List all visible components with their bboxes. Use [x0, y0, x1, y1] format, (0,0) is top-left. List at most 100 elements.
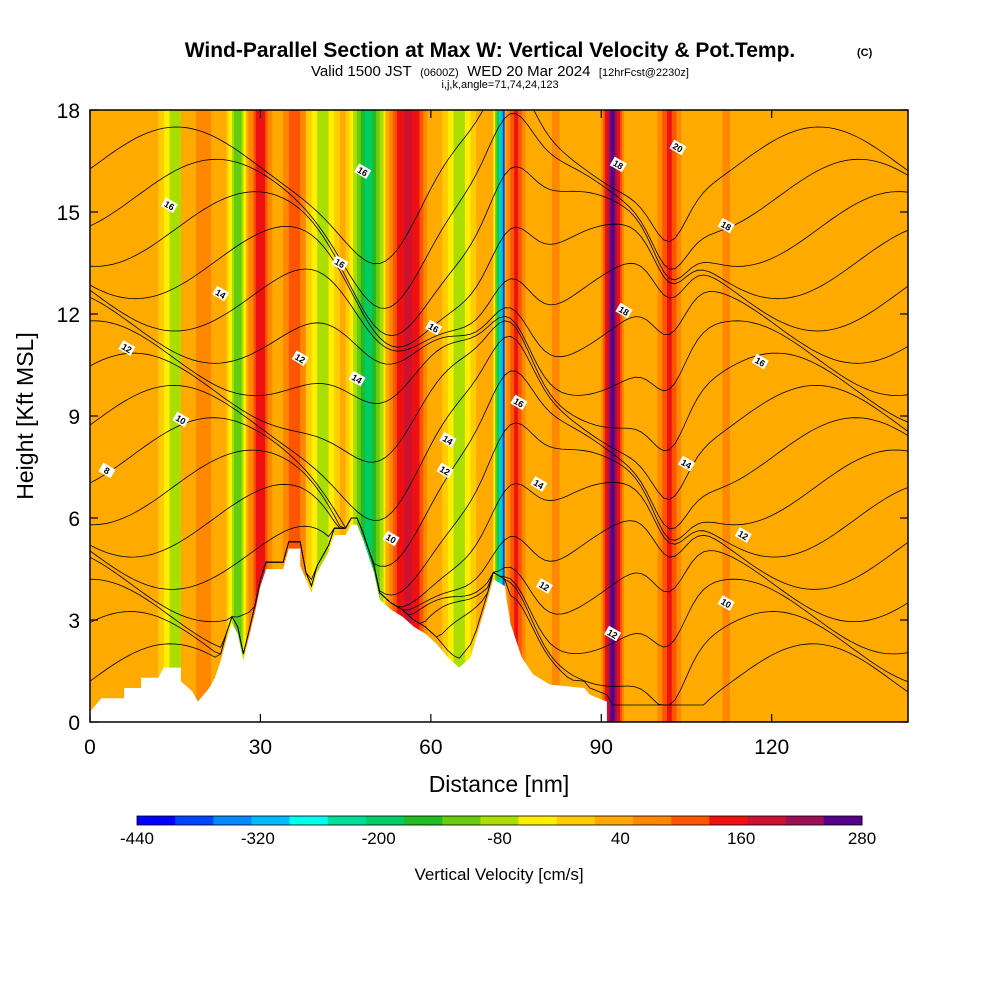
colorbar-swatch — [404, 816, 443, 825]
contour-label: 16 — [331, 255, 349, 271]
contour-label-bg — [425, 319, 443, 336]
colorbar-tick-label: -80 — [487, 829, 512, 848]
x-tick-label: 120 — [754, 736, 789, 759]
theta-contour — [90, 517, 908, 611]
contour-label-bg — [530, 476, 548, 492]
contour-label-bg — [291, 350, 309, 367]
contour-label: 16 — [510, 394, 528, 411]
colorbar-swatch — [327, 816, 367, 825]
w-band — [610, 110, 615, 722]
contour-label-text: 16 — [162, 199, 176, 213]
theta-contour — [90, 262, 908, 352]
w-band — [667, 110, 672, 722]
contour-label: 10 — [382, 530, 400, 547]
contour-label: 12 — [118, 340, 136, 356]
y-tick-label: 3 — [68, 610, 80, 633]
x-axis-label: Distance [nm] — [429, 771, 570, 797]
contour-labels: 8 10 12 14 16 12 14 16 16 16 10 14 12 16 14 12 12 18 18 20 1… — [98, 139, 769, 642]
contour-label: 18 — [717, 217, 735, 234]
w-band — [364, 110, 373, 722]
contour-label: 12 — [291, 350, 309, 367]
chart-title: Wind-Parallel Section at Max W: Vertical… — [185, 39, 796, 62]
contour-label-text: 20 — [671, 141, 685, 155]
theta-contour — [90, 335, 908, 521]
contour-label: 16 — [354, 163, 372, 180]
contour-label-bg — [348, 370, 366, 387]
y-tick-label: 18 — [57, 100, 80, 123]
contour-label-text: 10 — [719, 597, 733, 611]
colorbar-swatch — [518, 816, 558, 825]
contour-label-text: 14 — [350, 372, 364, 386]
theta-contour — [90, 481, 908, 608]
colorbar-swatch — [251, 816, 291, 825]
contour-label-bg — [439, 431, 457, 448]
subtitle-date: WED 20 Mar 2024 — [467, 63, 590, 80]
theta-contour — [90, 422, 908, 596]
contour-label: 18 — [615, 302, 633, 319]
contour-label-text: 8 — [102, 465, 111, 476]
colorbar-swatch — [633, 816, 672, 825]
colorbar-ticks: -440 -320 -200 -80 40 160 280 — [120, 829, 876, 848]
contour-label: 16 — [425, 319, 443, 336]
w-band — [552, 110, 560, 722]
contour-label-bg — [717, 217, 735, 234]
colorbar-tick-label: -320 — [241, 829, 275, 848]
contour-label-bg — [172, 411, 190, 428]
contour-label: 16 — [160, 197, 179, 214]
y-tick-label: 15 — [57, 202, 80, 225]
theta-contour — [90, 166, 908, 337]
contour-label-text: 12 — [120, 342, 134, 356]
theta-contour — [90, 517, 908, 655]
contour-label-bg — [751, 353, 769, 370]
w-band — [514, 110, 518, 722]
contour-label-bg — [118, 340, 136, 356]
colorbar-tick-label: 40 — [611, 829, 630, 848]
contour-label-text: 18 — [617, 304, 631, 318]
contour-label-text: 10 — [384, 532, 398, 546]
y-axis-label: Height [Kft MSL] — [12, 332, 38, 499]
contour-label-bg — [354, 163, 372, 180]
contour-label: 14 — [348, 370, 366, 387]
colorbar-swatch — [442, 816, 481, 825]
y-tick-label: 0 — [68, 712, 80, 735]
theta-contour — [90, 517, 908, 623]
contour-label-text: 12 — [293, 352, 307, 366]
contour-label: 14 — [439, 431, 457, 448]
contour-label: 10 — [717, 595, 735, 611]
theta-contour — [90, 320, 908, 463]
subtitle-forecast: [12hrFcst@2230z] — [599, 67, 689, 79]
contour-label-text: 14 — [214, 287, 228, 301]
w-band — [235, 110, 240, 722]
contour-label-bg — [212, 285, 230, 302]
colorbar-frame — [136, 815, 863, 826]
contour-label-text: 18 — [611, 158, 625, 172]
theta-contour — [90, 110, 908, 265]
contour-label-bg — [734, 527, 752, 543]
contour-label-bg — [669, 139, 687, 156]
contour-label-bg — [717, 595, 735, 611]
contour-label: 12 — [734, 527, 752, 543]
terrain — [90, 524, 607, 722]
colorbar-swatch — [556, 816, 596, 825]
contour-label-text: 14 — [679, 457, 693, 471]
contour-label-text: 12 — [736, 529, 750, 543]
colorbar-swatch — [747, 816, 787, 825]
contour-label-bg — [436, 462, 454, 479]
colorbar-tick-label: 280 — [848, 829, 876, 848]
contour-label-bg — [160, 197, 179, 214]
theta-contour — [90, 291, 908, 365]
w-band — [258, 110, 263, 722]
w-band — [320, 110, 326, 722]
plot-area — [90, 110, 908, 722]
contour-label-bg — [535, 578, 553, 594]
contour-label-bg — [615, 302, 633, 319]
contour-label-bg — [510, 394, 528, 411]
colorbar-swatch — [480, 816, 520, 825]
x-tick-label: 60 — [419, 736, 442, 759]
theta-contour — [90, 370, 908, 567]
contour-label: 10 — [172, 411, 190, 428]
colorbar-label: Vertical Velocity [cm/s] — [414, 865, 583, 884]
contour-label-text: 16 — [356, 165, 370, 179]
x-tick-label: 90 — [590, 736, 613, 759]
w-band — [118, 110, 130, 722]
